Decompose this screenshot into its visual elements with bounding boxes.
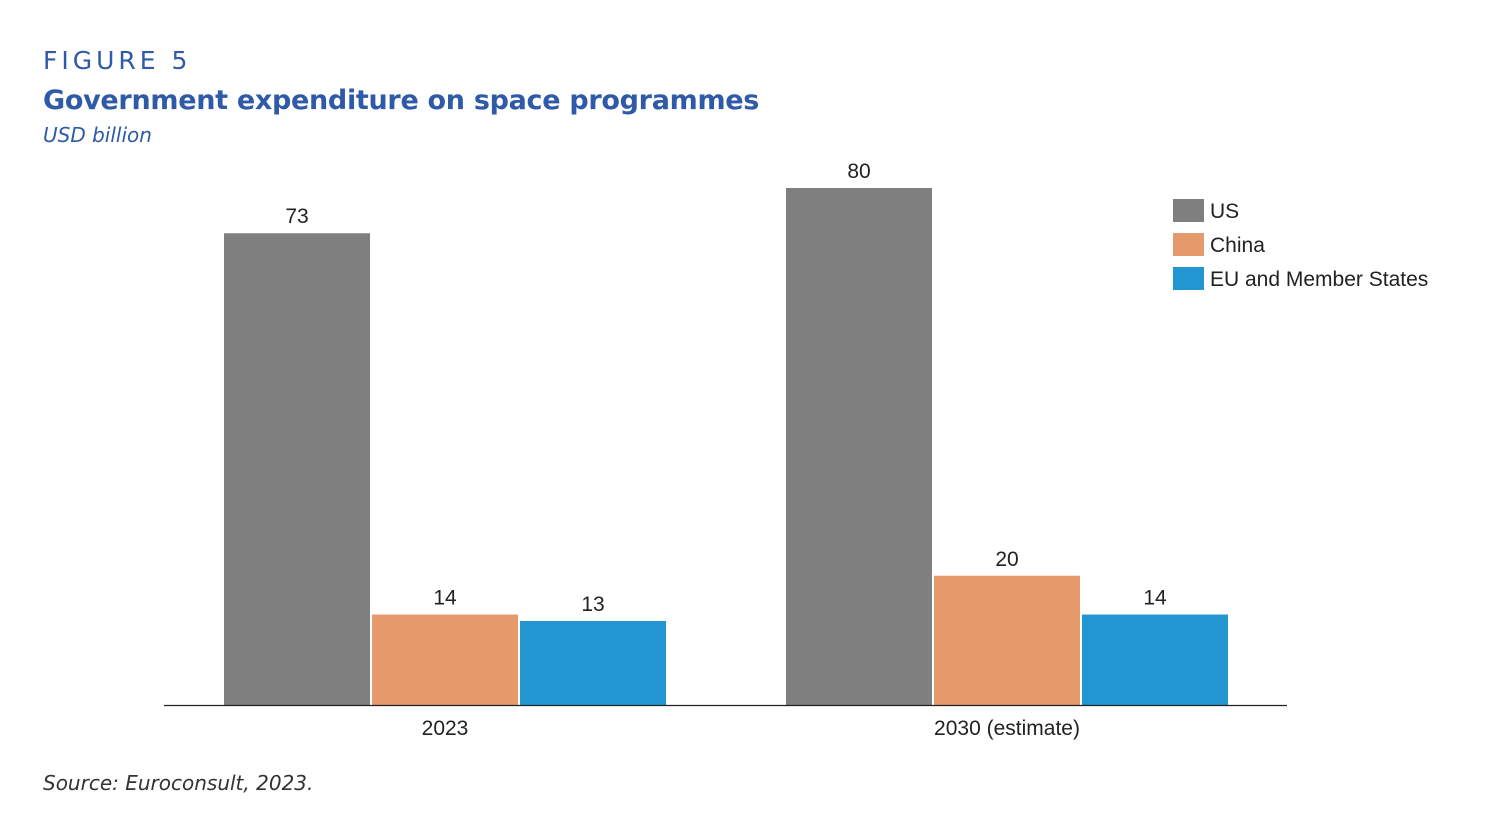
bar-china-2030-estimate [934,575,1080,705]
bar-us-2030-estimate [786,188,932,705]
data-label-eu-and-member-states-2030-estimate: 14 [1143,587,1167,610]
x-tick-label: 2030 (estimate) [934,717,1080,740]
legend-swatch-eu-and-member-states [1173,267,1204,290]
chart-subtitle: USD billion [43,123,152,147]
legend-swatch-us [1173,199,1204,222]
data-label-eu-and-member-states-2023: 13 [581,593,604,616]
x-tick-label: 2023 [422,717,469,740]
legend-label-china: China [1210,234,1265,257]
bar-china-2023 [372,614,518,705]
data-label-china-2023: 14 [433,587,457,610]
bar-us-2023 [224,233,370,706]
data-label-us-2023: 73 [285,205,308,228]
data-label-china-2030-estimate: 20 [995,548,1018,571]
data-label-us-2030-estimate: 80 [847,160,870,183]
chart-title: Government expenditure on space programm… [43,85,760,116]
legend-label-us: US [1210,200,1239,223]
bar-eu-and-member-states-2023 [520,620,666,705]
bar-chart: 73 14 13 2023 80 20 14 2030 (estimate) US China EU… [164,160,1428,740]
legend-label-eu-and-member-states: EU and Member States [1210,268,1428,291]
source-note: Source: Euroconsult, 2023. [43,771,314,795]
figure-label: FIGURE 5 [43,46,192,75]
legend-swatch-china [1173,233,1204,256]
bar-eu-and-member-states-2030-estimate [1082,614,1228,705]
